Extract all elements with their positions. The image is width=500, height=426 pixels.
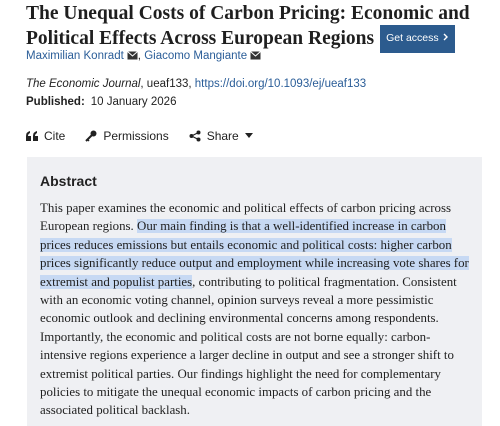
journal-name: The Economic Journal bbox=[26, 78, 141, 90]
chevron-icon bbox=[443, 33, 448, 41]
permissions-action[interactable]: Permissions bbox=[85, 129, 169, 143]
share-action[interactable]: Share bbox=[189, 129, 253, 143]
quote-icon bbox=[26, 131, 38, 141]
published-label: Published: bbox=[26, 96, 85, 108]
abstract-part: This paper examines the economic and pol… bbox=[40, 201, 452, 234]
dropdown-caret bbox=[244, 133, 253, 138]
actions-bar: Cite Permissions Share bbox=[26, 129, 253, 143]
email-icon[interactable] bbox=[126, 51, 138, 60]
author-link[interactable]: Maximilian Konradt bbox=[26, 50, 124, 62]
abstract-box: Abstract This paper examines the economi… bbox=[27, 157, 482, 426]
article-title: The Unequal Costs of Carbon Pricing: Eco… bbox=[26, 2, 486, 53]
abstract-text: This paper examines the economic and pol… bbox=[40, 199, 472, 420]
author-link[interactable]: Giacomo Mangiante bbox=[144, 50, 248, 62]
action-label[interactable]: Permissions bbox=[103, 129, 169, 143]
get-access-button[interactable]: Get access bbox=[380, 25, 455, 53]
citation: The Economic Journal, ueaf133, https://d… bbox=[26, 78, 366, 90]
share-icon bbox=[189, 130, 201, 142]
button-label[interactable]: Get access bbox=[386, 32, 439, 44]
doi-link[interactable]: https://doi.org/10.1093/ej/ueaf133 bbox=[194, 78, 367, 90]
article-id: , ueaf133, bbox=[140, 78, 195, 90]
action-label[interactable]: Cite bbox=[44, 129, 66, 143]
email-icon[interactable] bbox=[250, 51, 261, 60]
action-label[interactable]: Share bbox=[206, 129, 239, 143]
title-text: The Unequal Costs of Carbon Pricing: Eco… bbox=[26, 3, 470, 49]
authors: Maximilian Konradt, Giacomo Mangiante bbox=[26, 50, 261, 62]
published-date: 10 January 2026 bbox=[90, 96, 177, 108]
separator: , bbox=[137, 50, 145, 62]
cite-action[interactable]: Cite bbox=[26, 129, 65, 143]
published: Published: 10 January 2026 bbox=[26, 96, 176, 108]
abstract-part: , contributing to political fragmentatio… bbox=[40, 274, 457, 418]
key-icon bbox=[85, 130, 97, 142]
abstract-heading: Abstract bbox=[40, 173, 97, 189]
